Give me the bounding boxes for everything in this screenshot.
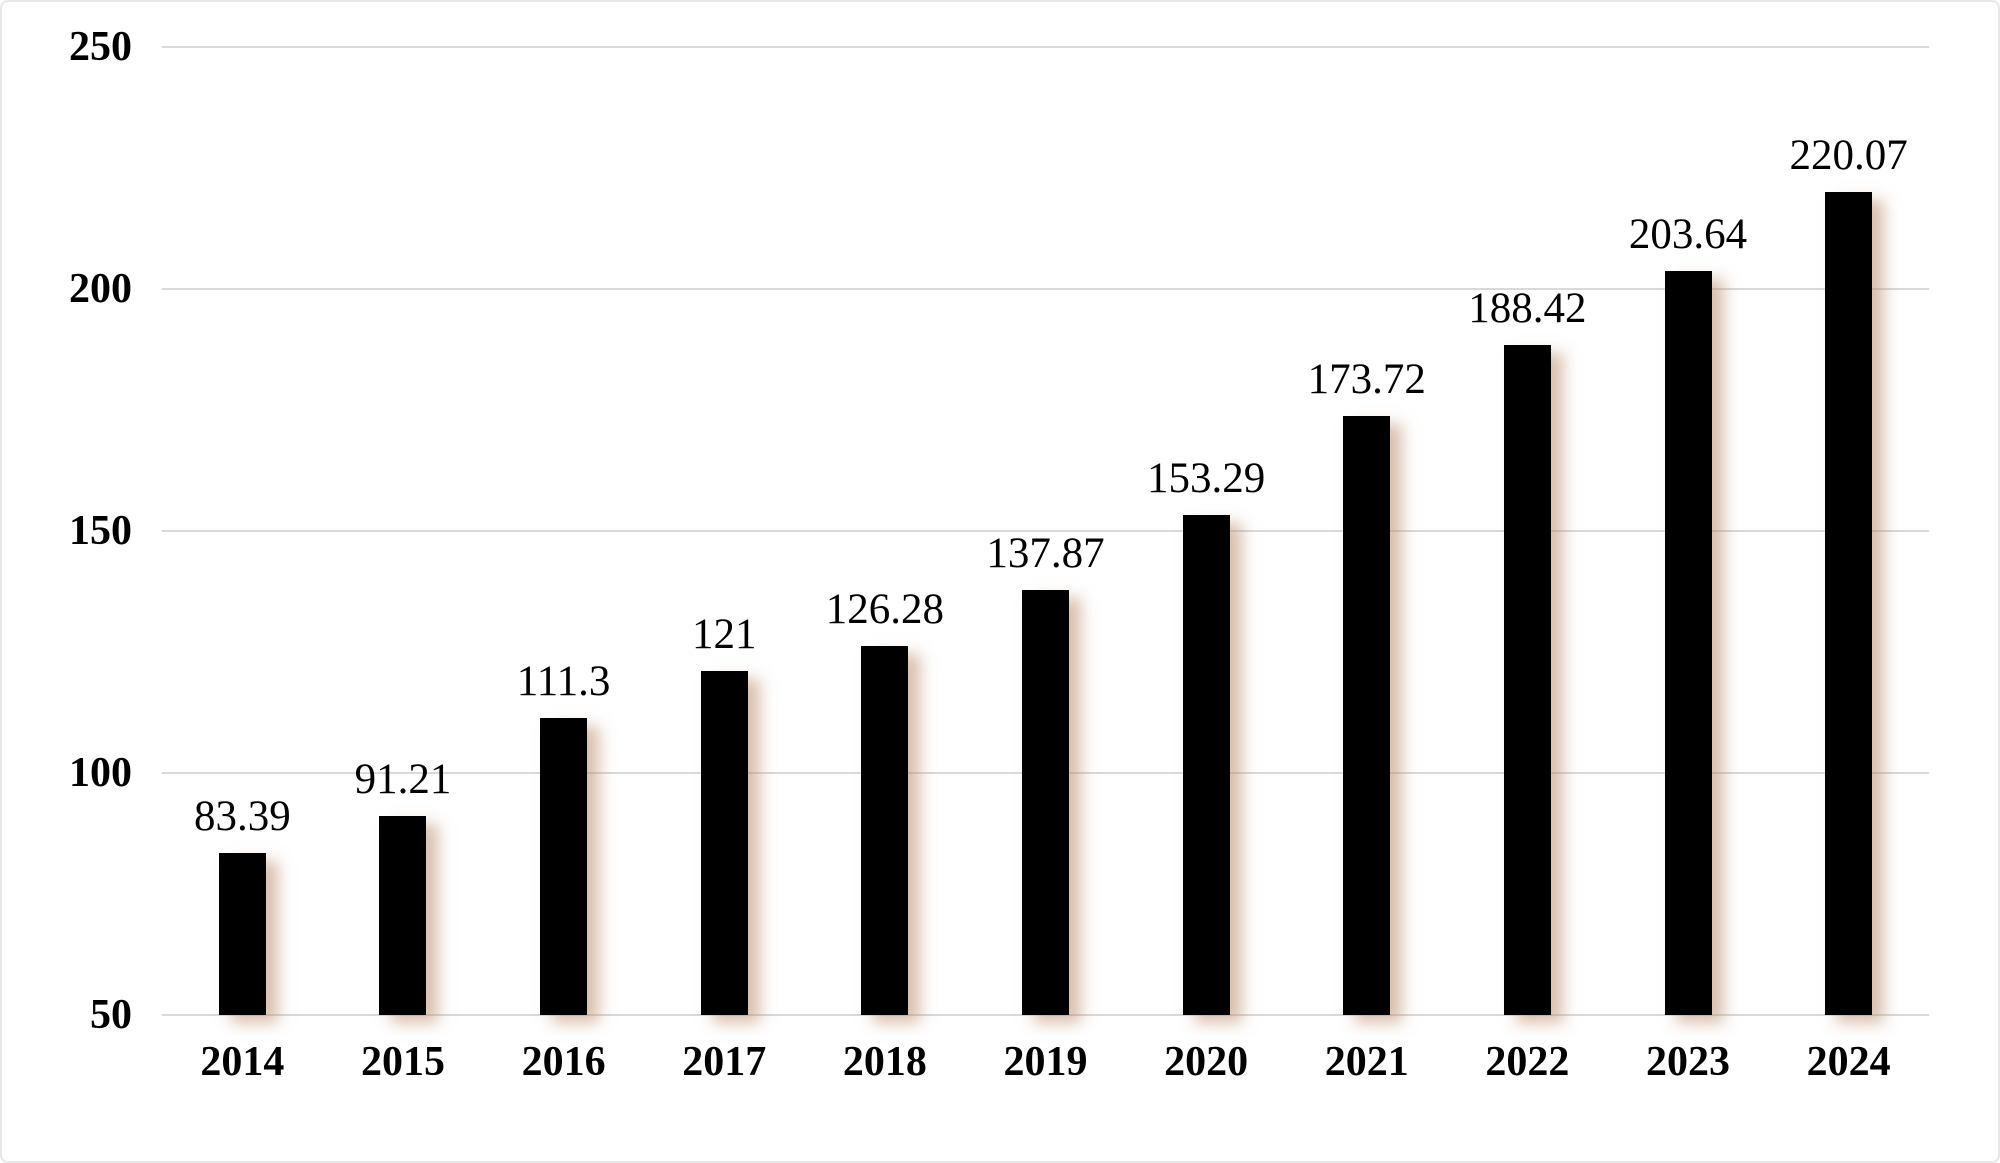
bar [1022,589,1069,1015]
gridline [162,530,1929,532]
bar [1503,345,1551,1015]
x-axis-tick-label: 2015 [360,1039,445,1085]
y-axis-tick-label: 100 [69,750,132,796]
x-axis-tick-label: 2017 [682,1039,767,1085]
plot-area: 83.39 91.21 111.3 121 126.28 137.87 153.29 173.… [162,46,1929,1016]
gridline [162,1014,1929,1016]
bar-value-label: 121 [691,611,757,659]
bar-value-label: 83.39 [193,793,291,841]
x-axis-tick-label: 2016 [521,1039,606,1085]
y-axis-tick-label: 50 [90,992,132,1038]
bar [1182,515,1230,1015]
bar [1664,271,1712,1015]
bar-value-label: 126.28 [825,585,944,633]
x-axis-tick-label: 2018 [842,1039,927,1085]
gridline [162,46,1929,48]
x-axis-tick-label: 2020 [1164,1039,1249,1085]
bar [379,815,427,1015]
bar-value-label: 173.72 [1307,356,1426,404]
bar-value-label: 188.42 [1468,285,1587,333]
bar-value-label: 153.29 [1147,455,1266,503]
y-axis-tick-label: 200 [69,266,132,312]
bar [700,671,748,1015]
bar-value-label: 91.21 [354,755,452,803]
x-axis-tick-label: 2019 [1003,1039,1088,1085]
x-axis-tick-label: 2023 [1646,1039,1731,1085]
y-axis-tick-label: 150 [69,508,132,554]
x-axis-tick-label: 2014 [200,1039,285,1085]
x-axis-tick-label: 2024 [1806,1039,1891,1085]
x-axis-tick-label: 2021 [1324,1039,1409,1085]
bar [218,853,266,1015]
bar [1343,416,1391,1015]
bar-value-label: 220.07 [1789,131,1908,179]
bar [861,645,909,1015]
bar [540,718,588,1015]
y-axis-tick-label: 250 [69,24,132,70]
bar-value-label: 203.64 [1628,211,1748,259]
gridline [162,288,1929,290]
bar [1825,191,1873,1015]
bar-value-label: 111.3 [516,658,611,706]
x-axis-tick-label: 2022 [1485,1039,1570,1085]
bar-value-label: 137.87 [986,529,1105,577]
